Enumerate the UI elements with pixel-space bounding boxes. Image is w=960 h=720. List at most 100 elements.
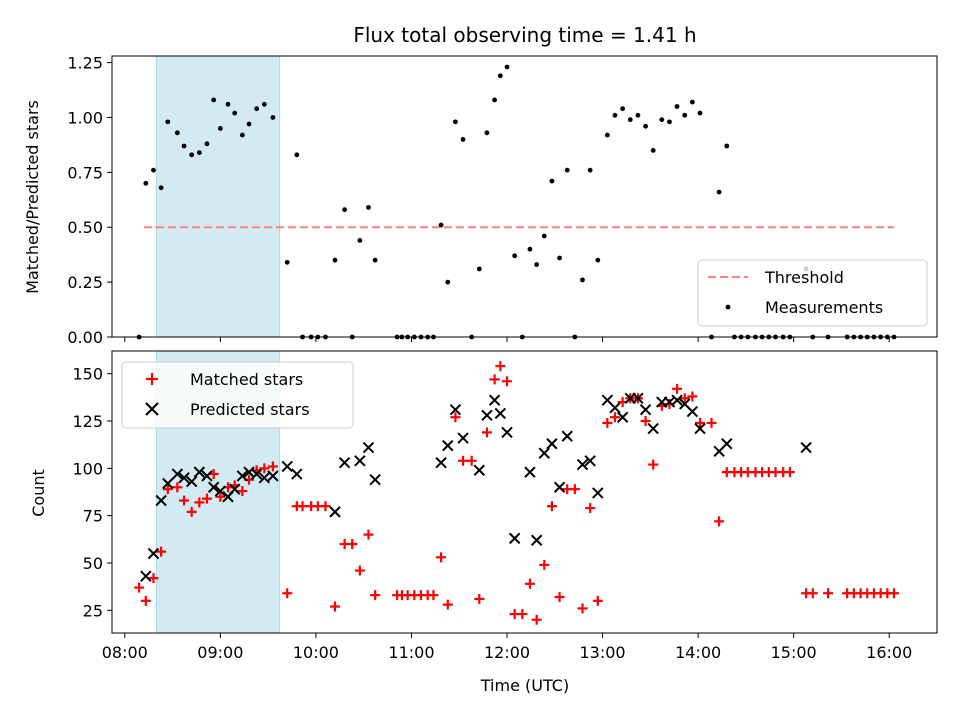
predicted-point-15 xyxy=(250,468,263,480)
measurement-point-12 xyxy=(225,101,231,107)
measurement-point-70 xyxy=(682,112,688,118)
matched-point-39 xyxy=(442,599,453,610)
predicted-point-42 xyxy=(584,455,596,467)
predicted-point-38 xyxy=(546,438,558,450)
predicted-point-43 xyxy=(592,487,604,499)
measurement-point-71 xyxy=(689,99,695,105)
legend-threshold-label: Threshold xyxy=(764,268,844,287)
matched-point-71 xyxy=(687,391,698,402)
matched-point-0 xyxy=(134,582,145,593)
bottom-y-axis-label: Count xyxy=(29,469,48,517)
predicted-point-10 xyxy=(214,485,227,497)
matched-point-87 xyxy=(823,588,834,599)
matched-point-56 xyxy=(569,484,580,495)
predicted-point-36 xyxy=(530,534,543,546)
matched-point-60 xyxy=(602,417,613,428)
bottom-ytick-label-1: 50 xyxy=(83,554,103,573)
predicted-point-8 xyxy=(201,470,213,482)
predicted-point-17 xyxy=(267,470,279,482)
bottom-ytick-label-4: 125 xyxy=(72,412,103,431)
predicted-point-3 xyxy=(162,477,174,490)
measurement-point-52 xyxy=(541,233,547,239)
measurement-point-6 xyxy=(181,143,187,149)
matched-point-53 xyxy=(546,501,557,512)
top-panel: 0.00 0.25 0.50 0.75 1.00 1.25 Matched/Predict… xyxy=(23,54,938,347)
bottom-x-axis: 08:00 09:00 10:00 11:00 12:00 13:00 14:00 15:00… xyxy=(102,633,912,662)
measurement-point-57 xyxy=(580,277,585,283)
predicted-point-19 xyxy=(291,468,303,480)
predicted-point-55 xyxy=(686,405,699,418)
predicted-point-21 xyxy=(338,456,351,469)
measurement-point-44 xyxy=(484,130,490,136)
predicted-point-49 xyxy=(639,403,652,416)
measurement-point-26 xyxy=(342,207,347,213)
matched-point-86 xyxy=(807,588,818,599)
predicted-point-46 xyxy=(616,411,629,423)
matched-point-66 xyxy=(648,459,659,470)
predicted-point-40 xyxy=(561,430,573,442)
predicted-point-37 xyxy=(538,447,550,459)
measurement-points xyxy=(136,64,897,340)
matched-point-3 xyxy=(156,546,167,557)
matched-point-14 xyxy=(237,486,248,497)
measurement-point-62 xyxy=(620,106,626,112)
bottom-panel: 25 50 75 100 125 150 08:00 09:00 10:00 11:00 12:0… xyxy=(29,350,938,695)
predicted-point-29 xyxy=(473,464,486,476)
predicted-point-5 xyxy=(178,472,190,484)
measurement-point-30 xyxy=(372,257,378,263)
measurement-point-8 xyxy=(196,150,202,155)
matched-point-65 xyxy=(640,416,651,427)
predicted-point-23 xyxy=(362,441,375,454)
matched-point-19 xyxy=(282,588,293,599)
top-y-axis: 0.00 0.25 0.50 0.75 1.00 1.25 xyxy=(67,54,112,347)
measurement-point-13 xyxy=(232,110,238,116)
measurement-point-64 xyxy=(635,112,641,118)
matched-point-41 xyxy=(458,455,469,466)
predicted-point-20 xyxy=(329,506,341,518)
matched-point-10 xyxy=(208,469,219,480)
measurement-point-25 xyxy=(332,257,338,263)
bottom-xtick-label-1: 09:00 xyxy=(197,643,243,662)
top-ytick-label-0: 0.00 xyxy=(67,328,103,347)
predicted-point-2 xyxy=(155,494,167,507)
measurement-point-61 xyxy=(612,112,618,118)
measurement-point-19 xyxy=(284,259,290,265)
measurement-point-68 xyxy=(667,119,672,125)
measurement-point-41 xyxy=(460,137,466,142)
measurement-point-2 xyxy=(151,167,156,173)
matched-point-18 xyxy=(267,461,278,472)
matched-point-25 xyxy=(330,601,341,612)
predicted-point-27 xyxy=(449,403,462,416)
predicted-point-39 xyxy=(553,481,566,493)
matched-point-1 xyxy=(140,595,151,606)
predicted-point-16 xyxy=(258,472,271,484)
bottom-ytick-label-0: 25 xyxy=(83,601,103,620)
predicted-point-1 xyxy=(147,547,160,560)
matched-point-21 xyxy=(297,501,308,512)
predicted-point-0 xyxy=(140,570,152,582)
matched-point-52 xyxy=(539,559,550,570)
matched-point-95 xyxy=(889,588,900,599)
measurement-point-29 xyxy=(366,205,371,210)
predicted-point-50 xyxy=(647,422,659,435)
predicted-point-32 xyxy=(494,407,507,420)
legend-measurements-label: Measurements xyxy=(765,298,883,317)
matched-point-61 xyxy=(609,412,620,423)
matched-point-45 xyxy=(489,374,500,385)
legend-predicted-swatch xyxy=(145,402,159,416)
predicted-point-56 xyxy=(694,422,706,435)
matched-point-40 xyxy=(450,412,461,423)
predicted-point-24 xyxy=(369,473,381,486)
matched-point-7 xyxy=(186,506,197,517)
measurement-point-17 xyxy=(261,101,267,107)
bottom-xtick-label-4: 12:00 xyxy=(484,643,530,662)
matched-point-50 xyxy=(524,578,535,589)
measurement-point-18 xyxy=(270,115,276,120)
x-axis-label: Time (UTC) xyxy=(480,676,569,695)
predicted-point-45 xyxy=(609,402,621,414)
matched-point-42 xyxy=(466,455,477,466)
measurement-point-38 xyxy=(438,222,444,228)
measurement-point-5 xyxy=(174,130,180,136)
bottom-xtick-label-3: 11:00 xyxy=(388,643,434,662)
